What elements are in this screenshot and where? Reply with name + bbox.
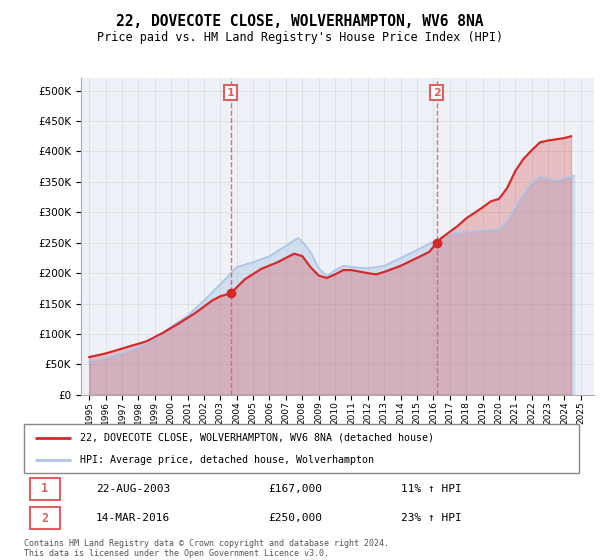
Text: £167,000: £167,000	[268, 484, 322, 494]
Text: 22, DOVECOTE CLOSE, WOLVERHAMPTON, WV6 8NA: 22, DOVECOTE CLOSE, WOLVERHAMPTON, WV6 8…	[116, 14, 484, 29]
Text: 23% ↑ HPI: 23% ↑ HPI	[401, 513, 462, 523]
Text: 1: 1	[227, 87, 235, 97]
FancyBboxPatch shape	[29, 478, 60, 500]
Text: 2: 2	[41, 511, 49, 525]
Text: £250,000: £250,000	[268, 513, 322, 523]
Text: Contains HM Land Registry data © Crown copyright and database right 2024.
This d: Contains HM Land Registry data © Crown c…	[24, 539, 389, 558]
Text: 22-AUG-2003: 22-AUG-2003	[96, 484, 170, 494]
Text: 2: 2	[433, 87, 440, 97]
Text: 14-MAR-2016: 14-MAR-2016	[96, 513, 170, 523]
FancyBboxPatch shape	[29, 507, 60, 529]
Text: 1: 1	[41, 483, 49, 496]
Text: HPI: Average price, detached house, Wolverhampton: HPI: Average price, detached house, Wolv…	[79, 455, 373, 465]
Text: Price paid vs. HM Land Registry's House Price Index (HPI): Price paid vs. HM Land Registry's House …	[97, 31, 503, 44]
Text: 11% ↑ HPI: 11% ↑ HPI	[401, 484, 462, 494]
Text: 22, DOVECOTE CLOSE, WOLVERHAMPTON, WV6 8NA (detached house): 22, DOVECOTE CLOSE, WOLVERHAMPTON, WV6 8…	[79, 433, 433, 443]
